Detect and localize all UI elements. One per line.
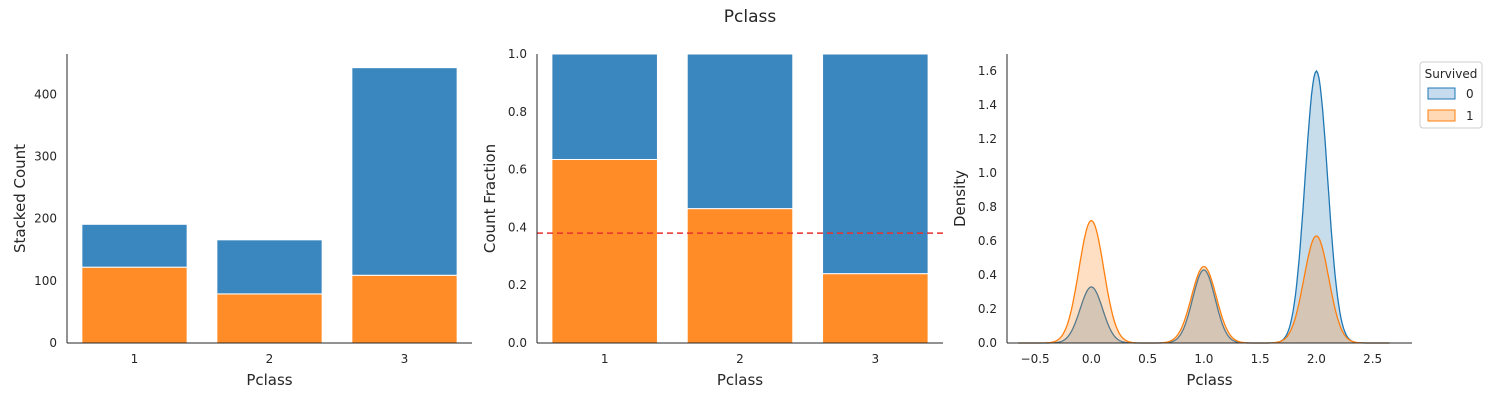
- bar-survived-1-class-1: [551, 158, 658, 344]
- x-tick-label: 1: [131, 352, 139, 366]
- x-axis-label: Pclass: [717, 371, 763, 389]
- panel-count-fraction: 1 2 3 0.0 0.2 0.4 0.6 0.8 1.0 Pclass Count Fractio…: [481, 47, 943, 389]
- x-tick-label: 2.5: [1363, 352, 1382, 366]
- bar-survived-0-class-3: [822, 53, 929, 275]
- density-line-survived-0: [1018, 69, 1390, 344]
- y-tick-label: 0.0: [508, 336, 527, 350]
- y-tick-label: 0.6: [508, 163, 527, 177]
- figure-title: Pclass: [724, 7, 777, 27]
- legend: Survived 0 1: [1419, 61, 1483, 129]
- bar-survived-1-class-2: [686, 208, 794, 344]
- y-tick-label: 0.2: [508, 278, 527, 292]
- bar-survived-1-class-2: [216, 293, 323, 344]
- y-tick-label: 0: [49, 336, 57, 350]
- bar-survived-0-class-1: [81, 223, 188, 268]
- density-area-survived-1: [1018, 220, 1390, 343]
- x-axis-label: Pclass: [246, 371, 292, 389]
- y-tick-label: 300: [34, 150, 57, 164]
- bar-survived-0-class-3: [351, 67, 458, 276]
- x-tick-label: 2.0: [1307, 352, 1326, 366]
- legend-label-0: 0: [1466, 87, 1474, 101]
- bar-survived-0-class-1: [551, 53, 658, 160]
- y-tick-label: 0.4: [508, 220, 527, 234]
- y-tick-label: 0.0: [978, 336, 997, 350]
- x-axis-label: Pclass: [1186, 371, 1232, 389]
- y-tick-label: 0.8: [508, 105, 527, 119]
- y-tick-label: 100: [34, 274, 57, 288]
- x-tick-label: 1.0: [1194, 352, 1213, 366]
- x-tick-label: −0.5: [1021, 352, 1050, 366]
- y-tick-label: 200: [34, 212, 57, 226]
- y-axis-label: Density: [951, 170, 969, 227]
- x-tick-label: 0.0: [1082, 352, 1101, 366]
- legend-label-1: 1: [1466, 109, 1474, 123]
- x-tick-label: 0.5: [1138, 352, 1157, 366]
- legend-swatch-0: [1427, 87, 1456, 100]
- y-tick-label: 1.0: [978, 166, 997, 180]
- y-tick-label: 1.4: [978, 98, 997, 112]
- panel-density: −0.5 0.0 0.5 1.0 1.5 2.0 2.5 0.0 0.2 0.4 0.6 0.8 1.0…: [951, 54, 1412, 389]
- y-tick-label: 1.2: [978, 132, 997, 146]
- x-tick-label: 3: [401, 352, 409, 366]
- x-tick-label: 1.5: [1251, 352, 1270, 366]
- panel-stacked-count: 1 2 3 0 100 200 300 400 Pclass Stacked Count: [11, 54, 472, 389]
- y-tick-label: 400: [34, 87, 57, 101]
- legend-swatch-1: [1427, 109, 1456, 122]
- x-tick-label: 1: [601, 352, 609, 366]
- bar-survived-0-class-2: [686, 53, 794, 210]
- x-tick-label: 3: [872, 352, 880, 366]
- y-tick-label: 0.8: [978, 200, 997, 214]
- density-area-survived-0: [1018, 71, 1390, 343]
- x-tick-label: 2: [736, 352, 744, 366]
- x-tick-label: 2: [266, 352, 274, 366]
- y-axis-label: Stacked Count: [11, 144, 29, 253]
- y-axis-label: Count Fraction: [481, 144, 499, 253]
- density-line-survived-1: [1018, 219, 1390, 344]
- y-tick-label: 0.4: [978, 268, 997, 282]
- bar-survived-0-class-2: [216, 239, 323, 295]
- legend-title: Survived: [1425, 67, 1478, 81]
- bar-survived-1-class-3: [351, 274, 458, 344]
- bar-survived-1-class-1: [81, 266, 188, 344]
- y-tick-label: 0.2: [978, 302, 997, 316]
- y-tick-label: 0.6: [978, 234, 997, 248]
- y-tick-label: 1.6: [978, 64, 997, 78]
- bar-survived-1-class-3: [822, 273, 929, 344]
- y-tick-label: 1.0: [508, 47, 527, 61]
